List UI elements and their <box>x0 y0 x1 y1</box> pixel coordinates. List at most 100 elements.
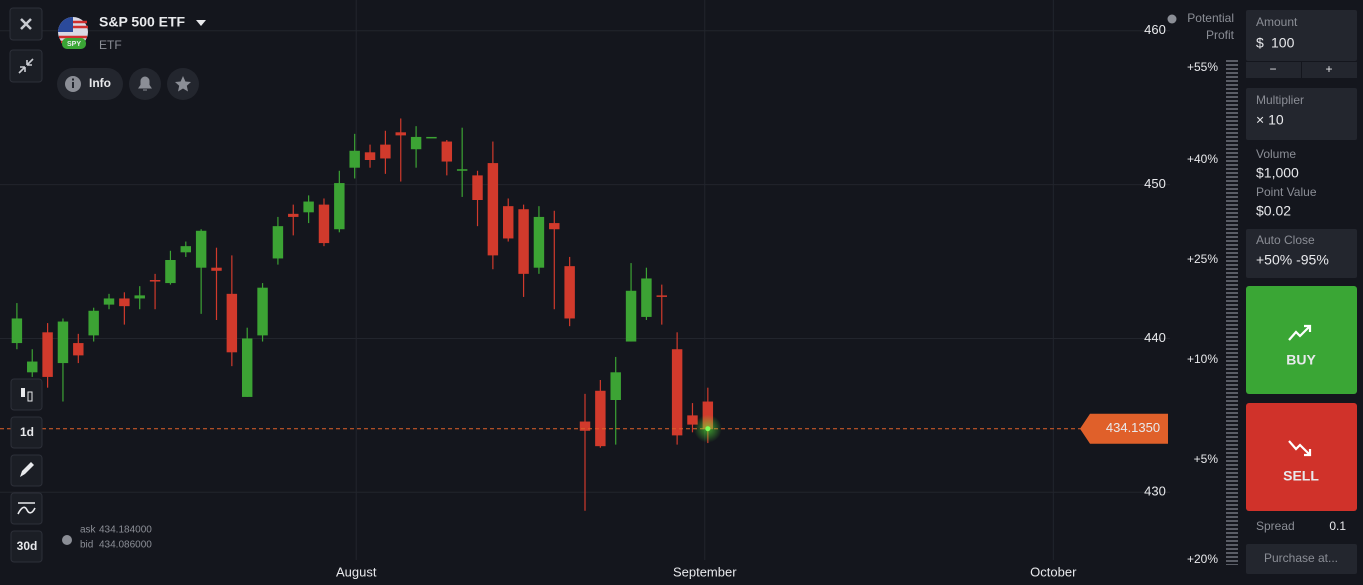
candle-body <box>364 152 376 160</box>
price-tag-label: 434.1350 <box>1106 420 1160 435</box>
x-tick-label: October <box>1030 564 1077 579</box>
candle-body <box>518 209 529 274</box>
increase-button[interactable] <box>1302 62 1357 78</box>
candle-body <box>57 321 69 364</box>
candle-body <box>272 226 284 259</box>
indicator-icon <box>17 502 36 515</box>
y-tick-label: 440 <box>1144 330 1166 345</box>
buy-button[interactable] <box>1246 286 1357 394</box>
decrease-button[interactable] <box>1246 62 1301 78</box>
candle-body <box>11 318 23 344</box>
candle-body <box>579 421 591 431</box>
candle-body <box>595 390 606 447</box>
candle-body <box>318 204 330 244</box>
profit-label: +25% <box>1187 252 1218 266</box>
info-icon-i <box>72 82 74 88</box>
bell-icon <box>138 76 152 91</box>
candle-body <box>119 298 130 307</box>
candle-body <box>395 132 406 136</box>
candle-body <box>226 293 238 353</box>
collapse-icon <box>18 58 34 74</box>
point-value: $0.02 <box>1256 203 1291 219</box>
asset-title[interactable]: S&P 500 ETF <box>99 14 186 30</box>
candle-body <box>671 349 683 436</box>
pencil-icon <box>20 462 34 477</box>
price-tag <box>1080 413 1168 444</box>
candle-body <box>241 338 253 397</box>
multiplier-label: Multiplier <box>1256 93 1304 107</box>
multiplier-box[interactable] <box>1246 88 1357 140</box>
flag-stripes <box>59 20 88 44</box>
profit-label: +20% <box>1187 552 1218 566</box>
help-icon <box>62 535 72 545</box>
candle-body <box>334 183 345 230</box>
spread-label: Spread <box>1256 519 1295 533</box>
auto-close-box[interactable] <box>1246 229 1357 278</box>
candle-body <box>380 144 391 159</box>
candle-body <box>472 175 483 200</box>
y-tick-label: 430 <box>1144 484 1166 499</box>
candle-body <box>533 216 545 268</box>
help-icon <box>1167 14 1177 24</box>
profit-label: +10% <box>1187 352 1218 366</box>
candle-body <box>211 267 222 271</box>
amount-currency: $ <box>1256 35 1264 51</box>
sell-label: SELL <box>1283 468 1319 484</box>
close-icon <box>20 18 32 30</box>
info-label: Info <box>89 76 111 90</box>
candle-body <box>134 295 145 299</box>
sell-button[interactable] <box>1246 403 1357 511</box>
price-dot <box>705 426 711 432</box>
candle-body <box>165 260 176 284</box>
amount-value: 100 <box>1271 35 1295 51</box>
candle-body <box>456 169 468 171</box>
flag-canton <box>58 17 73 32</box>
bid-label: bid <box>80 540 93 551</box>
star-icon <box>175 76 191 92</box>
profit-title: Potential <box>1187 11 1234 25</box>
info-button[interactable] <box>57 68 123 100</box>
candle-body <box>656 295 667 297</box>
candle-body <box>27 361 38 373</box>
amount-box[interactable] <box>1246 10 1357 61</box>
increase-label: + <box>1325 62 1332 76</box>
y-tick-label: 450 <box>1144 176 1166 191</box>
collapse-button[interactable] <box>9 49 43 83</box>
buy-label: BUY <box>1286 352 1316 368</box>
candle-body <box>288 213 299 217</box>
x-tick-label: August <box>336 564 377 579</box>
timeframe-label: 1d <box>20 425 34 439</box>
auto-close-value: +50% -95% <box>1256 252 1329 268</box>
candle-body <box>88 310 99 336</box>
candle-body <box>564 266 575 319</box>
candle-body <box>441 141 453 162</box>
period-button[interactable] <box>10 530 43 563</box>
badge <box>62 38 86 49</box>
candle-body <box>73 343 84 356</box>
bid-value: 434.086000 <box>99 540 152 551</box>
candle-body <box>625 290 637 342</box>
chart-type-icon <box>21 388 25 397</box>
candle-body <box>549 223 560 230</box>
spread-value: 0.1 <box>1329 519 1346 533</box>
multiplier-value: × 10 <box>1256 112 1284 128</box>
ask-value: 434.184000 <box>99 525 152 536</box>
dropdown-arrow[interactable] <box>196 20 206 26</box>
profit-title: Profit <box>1206 28 1235 42</box>
period-label: 30d <box>17 539 38 553</box>
candle-body <box>349 150 360 168</box>
purchase-button[interactable] <box>1246 544 1357 574</box>
badge-text: SPY <box>67 41 81 48</box>
candle-body <box>103 298 115 305</box>
timeframe-button[interactable] <box>10 416 43 449</box>
candle-body <box>257 287 268 336</box>
candle-body <box>641 278 652 317</box>
profit-gauge <box>1226 60 1238 565</box>
candle-body <box>487 163 499 256</box>
chart-type-button[interactable] <box>10 378 43 411</box>
profit-label: +5% <box>1194 452 1219 466</box>
volume-label: Volume <box>1256 147 1296 161</box>
candle-body <box>42 332 53 377</box>
candle-body <box>410 136 422 150</box>
